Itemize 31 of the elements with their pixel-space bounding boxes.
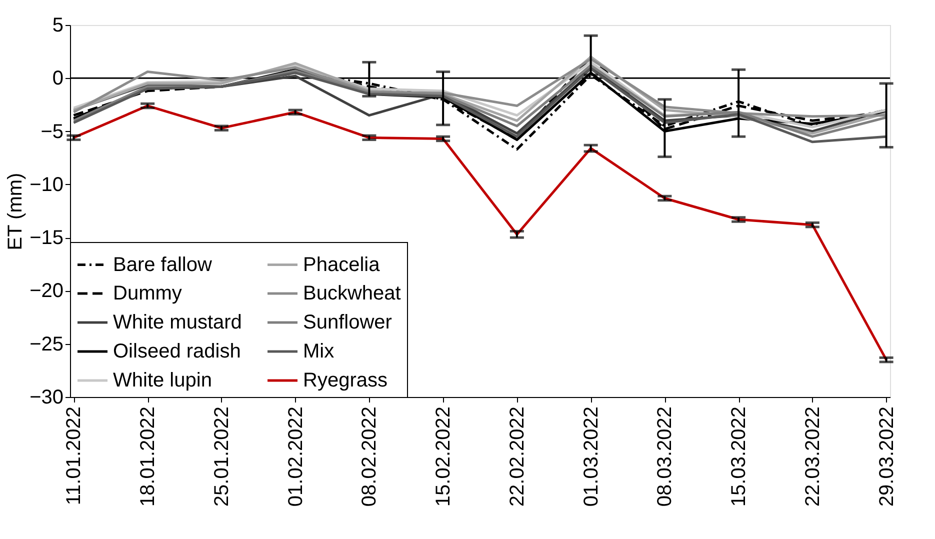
- y-tick-label: −5: [40, 120, 64, 143]
- y-tick-label: −15: [30, 227, 64, 250]
- x-tick-label: 18.01.2022: [137, 406, 160, 507]
- y-tick-label: 0: [52, 68, 64, 90]
- legend-label: White lupin: [113, 370, 212, 392]
- y-tick-label: −30: [30, 386, 64, 408]
- legend-label: Dummy: [113, 282, 182, 304]
- y-axis-title: ET (mm): [4, 172, 27, 250]
- legend-label: White mustard: [113, 312, 242, 334]
- legend-label: Ryegrass: [303, 370, 388, 392]
- legend-label: Oilseed radish: [113, 340, 241, 362]
- x-tick-label: 01.03.2022: [580, 406, 602, 507]
- y-tick-label: −25: [30, 333, 64, 356]
- legend-label: Phacelia: [303, 254, 381, 276]
- x-tick-label: 11.01.2022: [63, 406, 86, 506]
- x-tick-label: 15.02.2022: [432, 406, 455, 507]
- x-tick-label: 29.03.2022: [876, 406, 898, 507]
- legend-label: Mix: [303, 340, 334, 362]
- x-tick-label: 08.02.2022: [358, 406, 381, 507]
- legend-label: Buckwheat: [303, 282, 402, 304]
- y-tick-label: −20: [30, 280, 64, 302]
- x-tick-label: 08.03.2022: [654, 406, 676, 507]
- x-tick-label: 22.02.2022: [506, 406, 528, 507]
- y-tick-label: −10: [30, 174, 64, 196]
- y-tick-label: 5: [52, 14, 64, 36]
- legend-label: Bare fallow: [113, 254, 212, 276]
- legend-label: Sunflower: [303, 312, 392, 334]
- x-tick-label: 01.02.2022: [284, 406, 307, 507]
- x-tick-label: 22.03.2022: [802, 406, 824, 507]
- x-tick-label: 15.03.2022: [728, 406, 750, 507]
- x-tick-label: 25.01.2022: [210, 406, 233, 507]
